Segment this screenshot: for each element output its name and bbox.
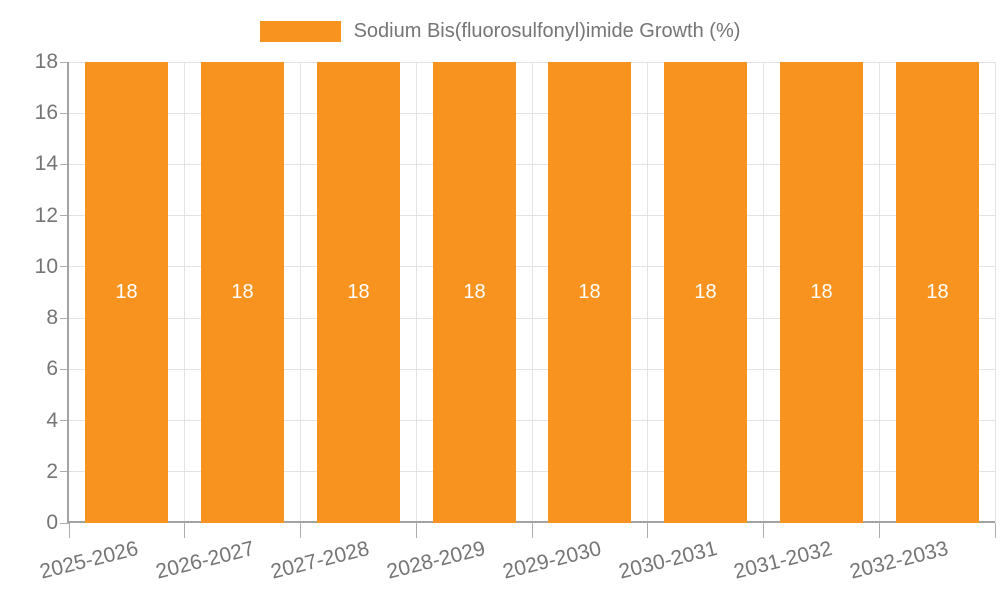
x-axis-tick <box>878 523 880 538</box>
bar-value-label: 18 <box>926 281 949 303</box>
x-axis-tick <box>647 523 649 538</box>
gridline-vertical <box>415 62 417 523</box>
bar: 18 <box>433 62 516 523</box>
y-axis-tick-label: 0 <box>46 511 58 534</box>
y-axis-tick <box>60 317 69 319</box>
y-axis-tick <box>60 420 69 422</box>
gridline-vertical <box>184 62 186 523</box>
gridline-vertical <box>300 62 301 523</box>
x-axis-tick <box>184 523 186 538</box>
y-axis-tick-label: 8 <box>46 306 58 330</box>
y-axis-tick <box>60 266 69 268</box>
bar: 18 <box>664 62 747 523</box>
x-axis-tick <box>763 523 764 538</box>
bar: 18 <box>201 62 284 523</box>
bar-value-label: 18 <box>810 281 833 303</box>
y-axis-tick <box>60 215 69 217</box>
gridline-vertical <box>994 62 996 523</box>
y-axis-tick-label: 10 <box>34 254 58 278</box>
gridline-vertical <box>878 62 880 523</box>
gridline-vertical <box>531 62 533 523</box>
y-axis-tick-label: 16 <box>34 101 58 125</box>
y-axis-tick-label: 14 <box>34 152 58 176</box>
y-axis-tick-label: 4 <box>46 408 58 432</box>
y-axis-tick <box>60 368 69 370</box>
bar: 18 <box>85 62 168 523</box>
x-axis-tick <box>415 523 417 538</box>
bar-value-label: 18 <box>578 281 601 303</box>
x-axis-line <box>69 521 995 523</box>
bar-value-label: 18 <box>347 281 370 303</box>
y-axis-tick-label: 6 <box>46 357 58 381</box>
bar-value-label: 18 <box>694 281 717 303</box>
bar-value-label: 18 <box>463 281 486 303</box>
gridline-vertical <box>763 62 764 523</box>
bar: 18 <box>780 62 863 523</box>
x-axis-tick <box>68 523 70 538</box>
y-axis-tick-label: 12 <box>34 203 58 227</box>
bar: 18 <box>548 62 631 523</box>
x-axis-tick <box>531 523 533 538</box>
y-axis-tick-label: 2 <box>46 459 58 483</box>
bar-value-label: 18 <box>231 281 254 303</box>
y-axis-tick <box>60 61 69 63</box>
legend-label: Sodium Bis(fluorosulfonyl)imide Growth (… <box>353 20 741 42</box>
chart-legend: Sodium Bis(fluorosulfonyl)imide Growth (… <box>0 20 1000 43</box>
y-axis-tick-label: 18 <box>34 50 58 73</box>
y-axis-tick <box>60 163 69 165</box>
y-axis-tick <box>60 112 69 114</box>
y-axis-tick <box>60 471 69 473</box>
bar: 18 <box>896 62 979 523</box>
x-axis-tick <box>300 523 301 538</box>
bar-value-label: 18 <box>115 281 138 303</box>
legend-swatch <box>259 21 341 42</box>
y-axis-tick <box>60 522 69 524</box>
gridline-vertical <box>647 62 649 523</box>
y-axis-line <box>67 62 69 523</box>
bar: 18 <box>317 62 400 523</box>
x-axis-tick <box>994 523 996 538</box>
